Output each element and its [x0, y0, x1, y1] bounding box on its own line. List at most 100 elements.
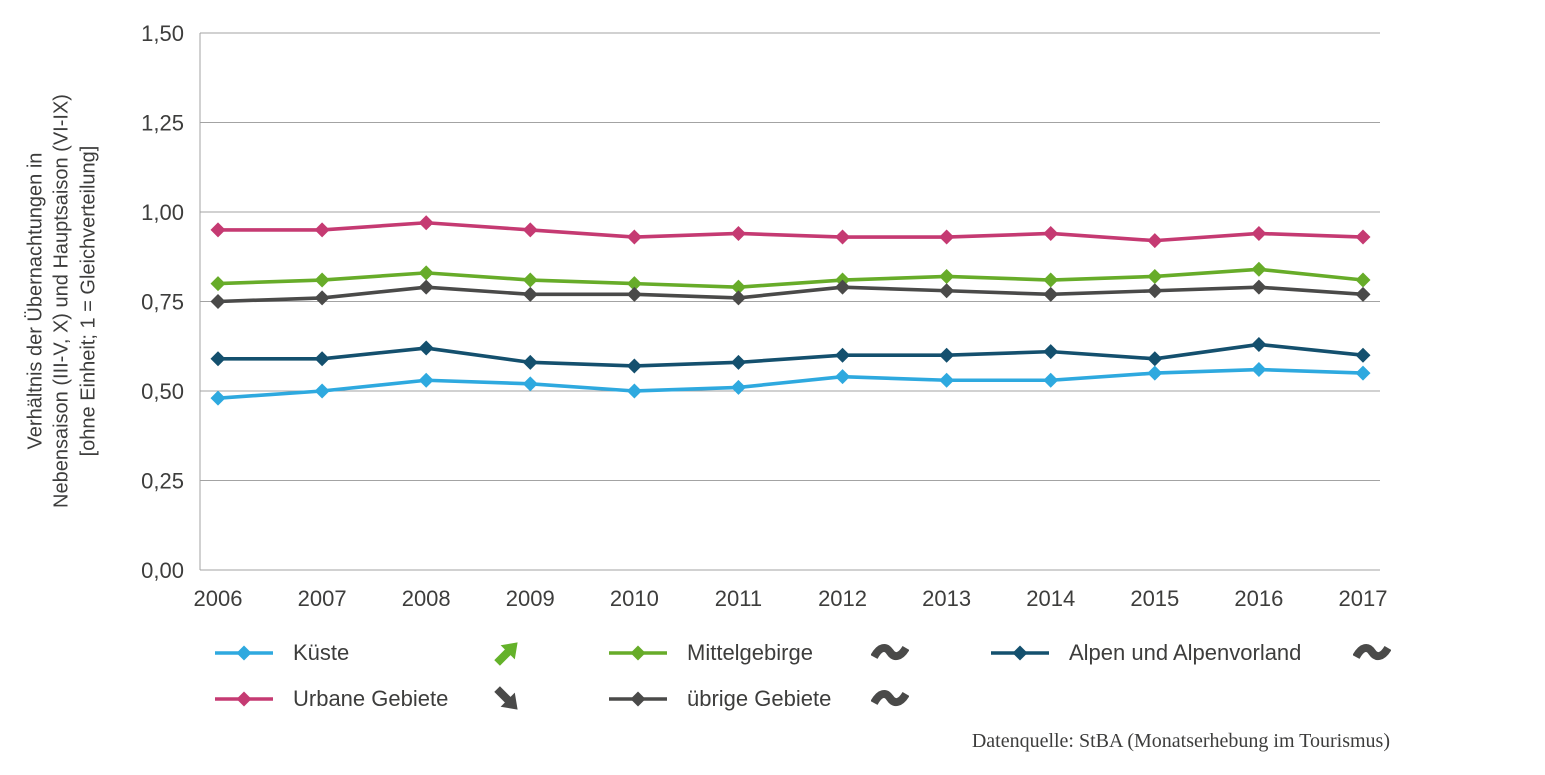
- data-point-marker: [418, 279, 434, 295]
- data-point-marker: [1355, 229, 1371, 245]
- data-point-marker: [730, 290, 746, 306]
- data-point-marker: [210, 294, 226, 309]
- data-point-marker: [1147, 283, 1163, 299]
- x-tick-label: 2009: [506, 586, 555, 611]
- trend-up-icon: [494, 642, 518, 666]
- data-point-marker: [1043, 272, 1059, 288]
- x-tick-label: 2011: [715, 586, 762, 611]
- data-point-marker: [1355, 365, 1371, 381]
- data-point-marker: [730, 379, 746, 395]
- data-point-marker: [1355, 286, 1371, 302]
- data-source: Datenquelle: StBA (Monatserhebung im Tou…: [971, 730, 1390, 752]
- x-tick-label: 2017: [1339, 586, 1388, 611]
- data-point-marker: [835, 369, 851, 385]
- legend-item-k-ste: Küste: [215, 632, 527, 674]
- data-point-marker: [939, 283, 955, 299]
- data-point-marker: [626, 276, 642, 292]
- legend-item-urbane-gebiete: Urbane Gebiete: [215, 678, 527, 720]
- y-tick-label: 0,00: [141, 558, 184, 583]
- data-point-marker: [522, 286, 538, 302]
- y-tick-label: 0,25: [141, 469, 184, 494]
- legend-label: Alpen und Alpenvorland: [1069, 640, 1302, 665]
- data-point-marker: [626, 286, 642, 302]
- line-chart: 0,00 0,25 0,50 0,75 1,00 1,25 1,50 2006 2007 2008…: [141, 21, 1388, 611]
- data-point-marker: [210, 222, 226, 238]
- series-marker-icon: [215, 691, 273, 707]
- y-tick-label: 1,25: [141, 111, 184, 136]
- x-tick-label: 2015: [1130, 586, 1179, 611]
- gridlines: [199, 32, 1380, 571]
- y-axis-labels: 0,00 0,25 0,50 0,75 1,00 1,25 1,50: [141, 21, 184, 583]
- data-point-marker: [1147, 268, 1163, 284]
- data-point-marker: [418, 265, 434, 281]
- x-tick-label: 2012: [818, 586, 867, 611]
- x-tick-label: 2007: [298, 586, 347, 611]
- y-tick-label: 1,00: [141, 200, 184, 225]
- data-point-marker: [418, 340, 434, 356]
- data-point-marker: [314, 383, 330, 399]
- trend-down-icon: [494, 686, 518, 710]
- data-point-marker: [1355, 272, 1371, 288]
- x-tick-label: 2014: [1026, 586, 1075, 611]
- trend-steady-icon: [871, 644, 909, 661]
- data-point-marker: [1043, 286, 1059, 302]
- data-point-marker: [418, 372, 434, 388]
- legend-label: Urbane Gebiete: [293, 686, 449, 711]
- data-point-marker: [1147, 351, 1163, 367]
- data-point-marker: [730, 279, 746, 295]
- data-point-marker: [730, 354, 746, 370]
- data-point-marker: [939, 347, 955, 363]
- series-marker-icon: [609, 645, 667, 661]
- data-point-marker: [626, 229, 642, 245]
- data-point-marker: [1251, 362, 1267, 378]
- data-point-marker: [939, 229, 955, 245]
- data-point-marker: [210, 276, 226, 292]
- legend-item-brige-gebiete: übrige Gebiete: [609, 678, 909, 720]
- series-k-ste: [210, 362, 1371, 406]
- data-point-marker: [522, 272, 538, 288]
- y-tick-label: 0,50: [141, 379, 184, 404]
- data-point-marker: [835, 229, 851, 245]
- trend-steady-icon: [871, 690, 909, 707]
- data-point-marker: [1147, 233, 1163, 249]
- data-point-marker: [314, 351, 330, 367]
- data-point-marker: [1147, 365, 1163, 381]
- data-point-marker: [522, 222, 538, 238]
- data-point-marker: [730, 225, 746, 241]
- x-tick-label: 2010: [610, 586, 659, 611]
- data-point-marker: [1043, 372, 1059, 388]
- x-axis-labels: 2006 2007 2008 2009 2010 2011 2012 2013 2014 2015…: [194, 586, 1388, 611]
- legend-label: Mittelgebirge: [687, 640, 813, 665]
- data-point-marker: [1251, 336, 1267, 352]
- data-point-marker: [314, 272, 330, 288]
- series-urbane-gebiete: [210, 215, 1371, 249]
- data-point-marker: [835, 279, 851, 295]
- data-point-marker: [522, 354, 538, 370]
- data-point-marker: [1043, 344, 1059, 360]
- data-point-marker: [1251, 261, 1267, 277]
- data-point-marker: [1251, 225, 1267, 241]
- data-point-marker: [1043, 225, 1059, 241]
- data-point-marker: [314, 222, 330, 238]
- x-tick-label: 2006: [194, 586, 243, 611]
- series-brige-gebiete: [210, 279, 1371, 309]
- x-tick-label: 2008: [402, 586, 451, 611]
- chart-legend: Küste Urbane Gebiete Mittelgebirge übrige G…: [215, 632, 1391, 720]
- data-point-marker: [210, 351, 226, 367]
- x-tick-label: 2016: [1234, 586, 1283, 611]
- y-tick-label: 1,50: [141, 21, 184, 46]
- series-alpen-und-alpenvorland: [210, 336, 1371, 374]
- x-tick-label: 2013: [922, 586, 971, 611]
- data-point-marker: [418, 215, 434, 231]
- data-point-marker: [210, 390, 226, 406]
- data-point-marker: [314, 290, 330, 306]
- data-point-marker: [522, 376, 538, 392]
- data-point-marker: [939, 372, 955, 388]
- legend-item-alpen-und-alpenvorland: Alpen und Alpenvorland: [991, 632, 1391, 674]
- legend-item-mittelgebirge: Mittelgebirge: [609, 632, 909, 674]
- series-mittelgebirge: [210, 261, 1371, 295]
- trend-steady-icon: [1353, 644, 1391, 661]
- data-point-marker: [626, 383, 642, 399]
- data-point-marker: [1251, 279, 1267, 295]
